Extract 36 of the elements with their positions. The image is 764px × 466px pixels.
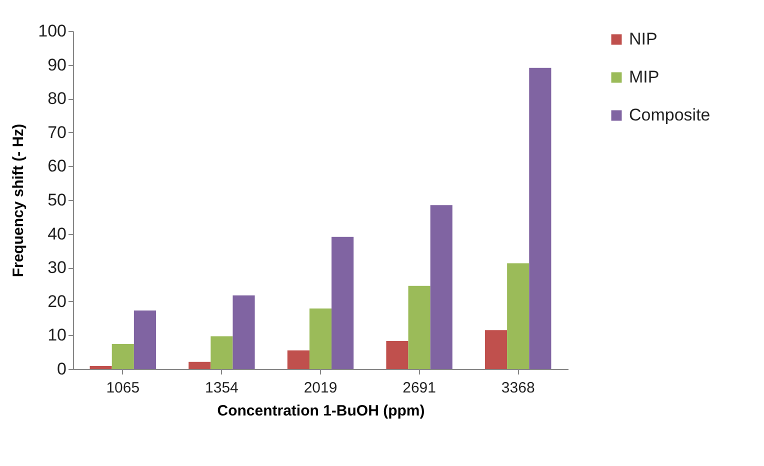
y-tick-label: 80 bbox=[48, 89, 66, 108]
bar bbox=[386, 340, 408, 369]
y-tick-label: 20 bbox=[48, 292, 66, 311]
y-tick-label: 90 bbox=[48, 55, 66, 74]
bar bbox=[332, 236, 354, 369]
x-axis-title: Concentration 1-BuOH (ppm) bbox=[217, 402, 425, 420]
bar bbox=[529, 68, 552, 369]
y-tick-label: 100 bbox=[38, 22, 66, 40]
bar bbox=[309, 308, 332, 369]
legend-label: Composite bbox=[629, 106, 710, 124]
bar bbox=[507, 263, 530, 369]
bar bbox=[430, 205, 452, 369]
bar bbox=[134, 310, 156, 369]
legend-label: MIP bbox=[629, 68, 660, 86]
bar bbox=[90, 366, 112, 369]
y-tick-label: 40 bbox=[48, 224, 66, 244]
y-tick-label: 70 bbox=[48, 122, 66, 142]
y-axis-title: Frequency shift (- Hz) bbox=[10, 124, 28, 278]
x-tick-label: 1065 bbox=[106, 380, 140, 396]
y-tick-label: 30 bbox=[48, 258, 66, 278]
x-tick-label: 1354 bbox=[205, 380, 238, 396]
bar bbox=[210, 336, 233, 369]
x-tick-label: 2691 bbox=[402, 380, 436, 396]
bar bbox=[408, 286, 430, 369]
bar bbox=[232, 295, 255, 369]
y-tick-label: 10 bbox=[48, 326, 66, 345]
x-tick-label: 2019 bbox=[304, 380, 338, 396]
bar bbox=[287, 350, 310, 369]
y-tick-label: 60 bbox=[48, 156, 66, 176]
bar bbox=[112, 344, 134, 369]
legend-label: NIP bbox=[629, 30, 658, 48]
bar bbox=[188, 362, 211, 369]
y-tick-label: 0 bbox=[57, 360, 66, 378]
x-tick-label: 3368 bbox=[501, 380, 535, 396]
bar bbox=[485, 330, 508, 369]
y-tick-label: 50 bbox=[48, 190, 66, 210]
